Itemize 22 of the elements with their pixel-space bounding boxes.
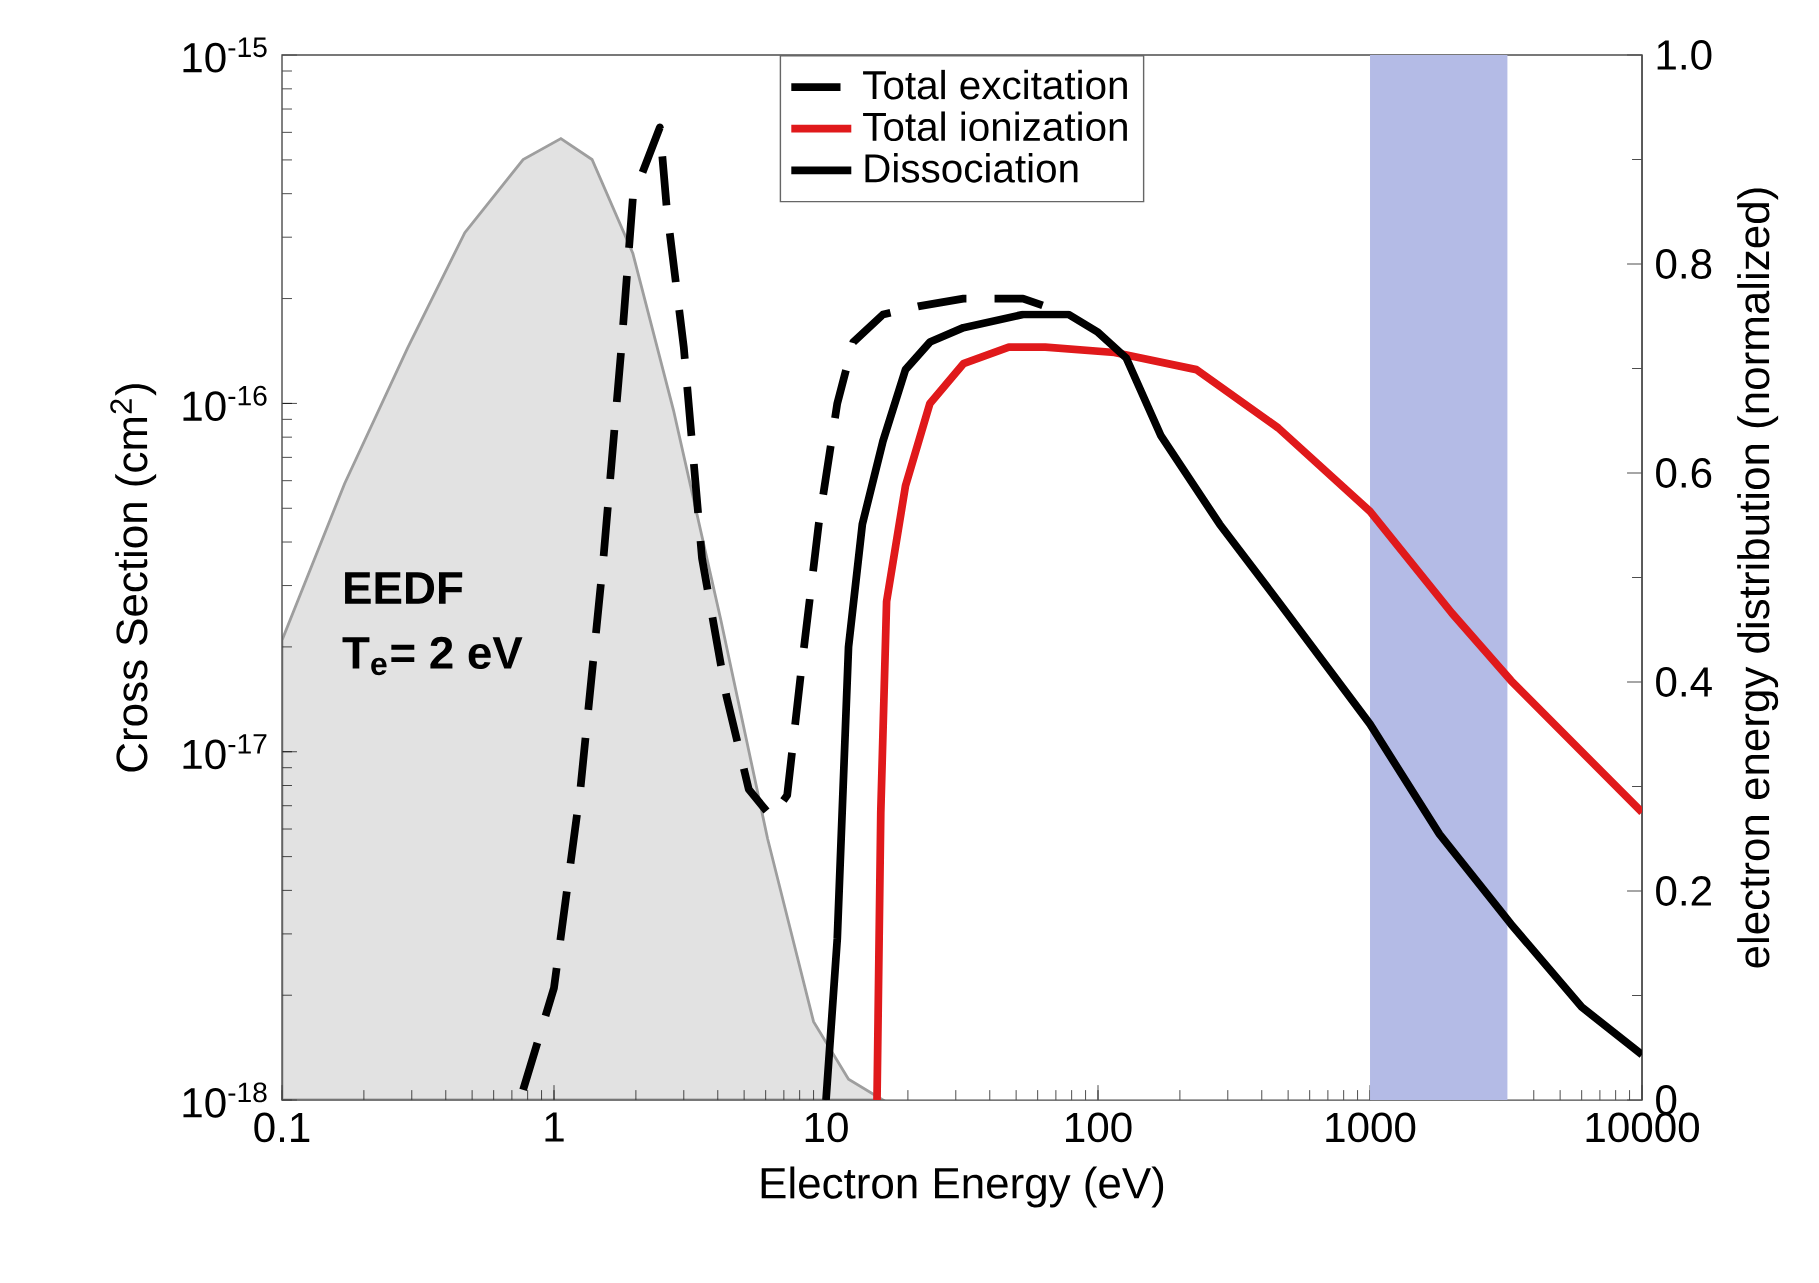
annotation: T$_{e}$= 2 eV: [342, 636, 523, 676]
annotation: EEDF: [345, 572, 463, 604]
y2-axis-title: electron energy distribution (normalized): [1737, 188, 1779, 968]
y2-tick-label: 0.6: [1656, 458, 1712, 488]
x-axis-title: Electron Energy (eV): [761, 1166, 1164, 1208]
y2-tick-label: 1.0: [1657, 40, 1712, 70]
x-tick-label: 100: [1066, 1112, 1132, 1143]
y-tick-label: 10$^{-17}$: [183, 734, 267, 770]
y2-tick-label: 0.8: [1656, 249, 1712, 279]
y-tick-label: 10$^{-16}$: [183, 385, 267, 422]
legend-label: Total ionization: [863, 111, 1127, 142]
x-tick-label: 1000: [1326, 1112, 1416, 1143]
legend-label: Dissociation: [865, 153, 1078, 183]
y2-tick-label: 0.2: [1656, 876, 1711, 906]
x-tick-label: 1: [545, 1112, 564, 1142]
y2-tick-label: 0: [1656, 1085, 1677, 1115]
x-tick-label: 10000: [1586, 1112, 1699, 1143]
legend-label: Total excitation: [863, 69, 1127, 100]
y-axis-title: Cross Section (cm$^{2}$): [110, 384, 157, 772]
y2-tick-label: 0.4: [1656, 667, 1712, 697]
x-tick-label: 10: [805, 1112, 848, 1143]
y-tick-label: 10$^{-15}$: [183, 37, 267, 73]
